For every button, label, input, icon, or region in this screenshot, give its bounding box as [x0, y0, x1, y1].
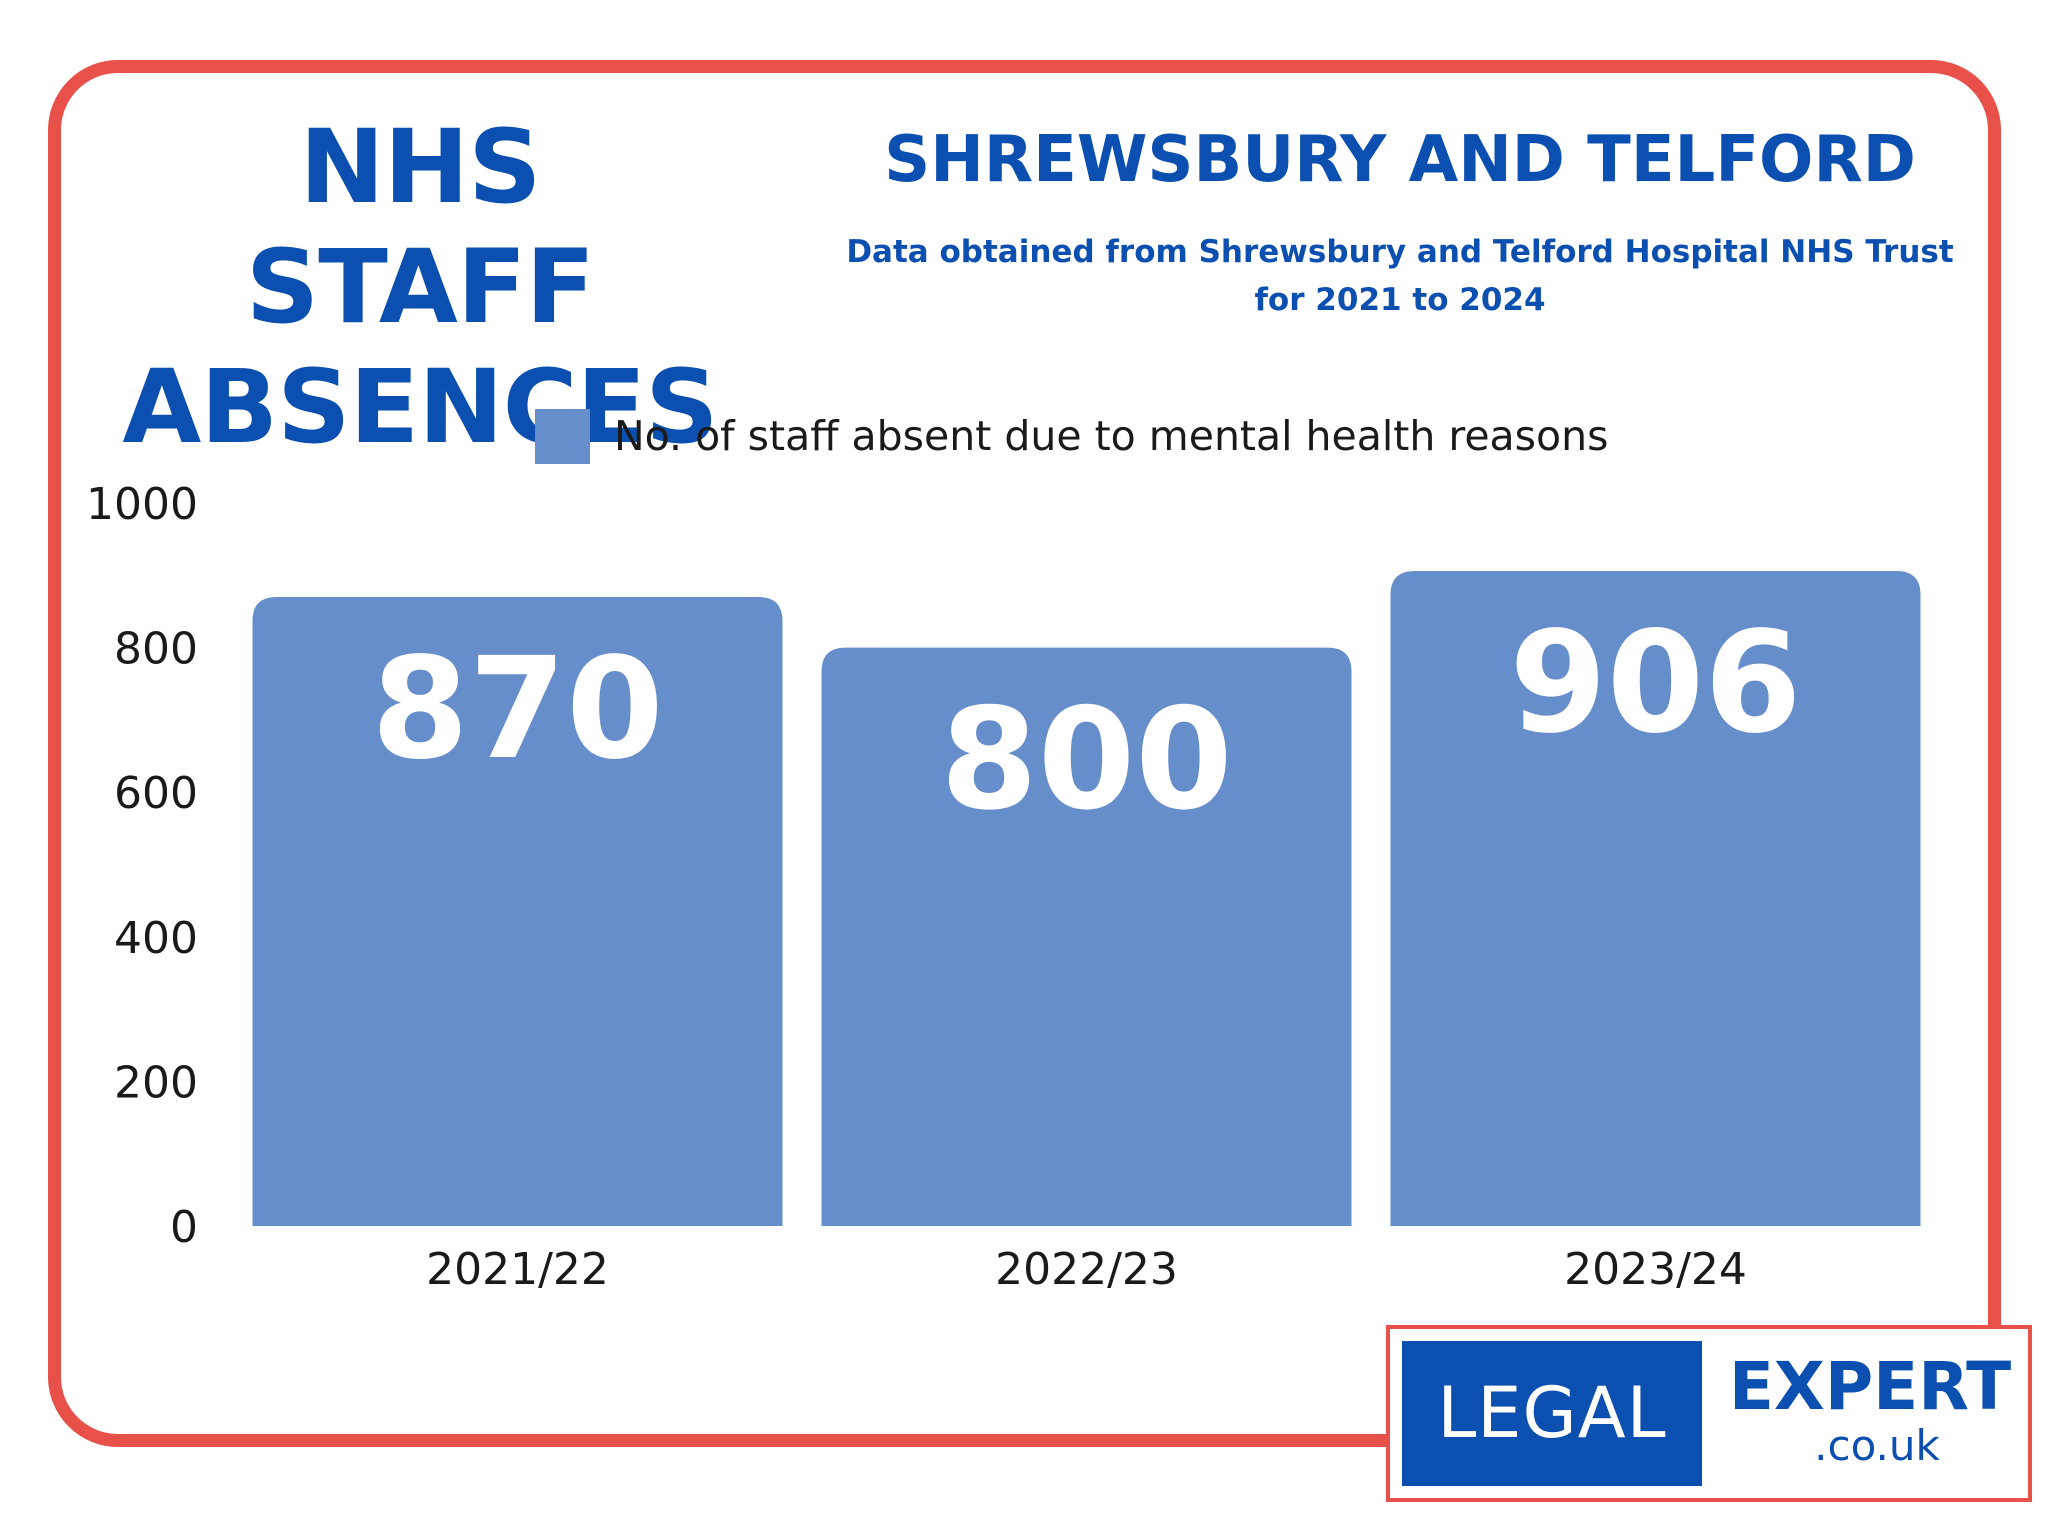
chart-legend: No. of staff absent due to mental health… — [535, 408, 1608, 464]
logo-domain-text: .co.uk — [1814, 1421, 1940, 1470]
bar-value-label: 800 — [940, 679, 1232, 842]
source-note: Data obtained from Shrewsbury and Telfor… — [830, 228, 1970, 324]
logo-expert-text: EXPERT — [1728, 1348, 2012, 1425]
bar — [1390, 570, 1921, 1226]
x-tick-label: 2021/22 — [426, 1244, 609, 1295]
page-title: NHS STAFF ABSENCES — [120, 108, 720, 468]
bar-value-label: 870 — [371, 628, 663, 791]
title-line-2: ABSENCES — [122, 348, 718, 467]
legal-expert-logo: LEGAL EXPERT .co.uk — [1386, 1325, 2032, 1502]
x-tick-label: 2023/24 — [1564, 1244, 1747, 1295]
y-tick-label: 800 — [114, 624, 198, 675]
bar — [821, 647, 1352, 1226]
y-tick-label: 200 — [114, 1057, 198, 1108]
y-tick-label: 0 — [170, 1202, 198, 1253]
bar-value-label: 906 — [1509, 602, 1801, 765]
legend-label: No. of staff absent due to mental health… — [614, 412, 1609, 460]
y-tick-label: 1000 — [86, 479, 198, 530]
source-note-line-2: for 2021 to 2024 — [1254, 282, 1546, 318]
legend-swatch — [535, 408, 590, 464]
x-tick-label: 2022/23 — [995, 1244, 1178, 1295]
title-line-1: NHS STAFF — [245, 108, 595, 347]
y-tick-label: 600 — [114, 768, 198, 819]
source-note-line-1: Data obtained from Shrewsbury and Telfor… — [846, 234, 1954, 270]
region-subtitle: SHREWSBURY AND TELFORD — [884, 123, 1916, 197]
bar — [252, 596, 783, 1226]
logo-legal-text: LEGAL — [1402, 1341, 1702, 1486]
y-tick-label: 400 — [114, 913, 198, 964]
